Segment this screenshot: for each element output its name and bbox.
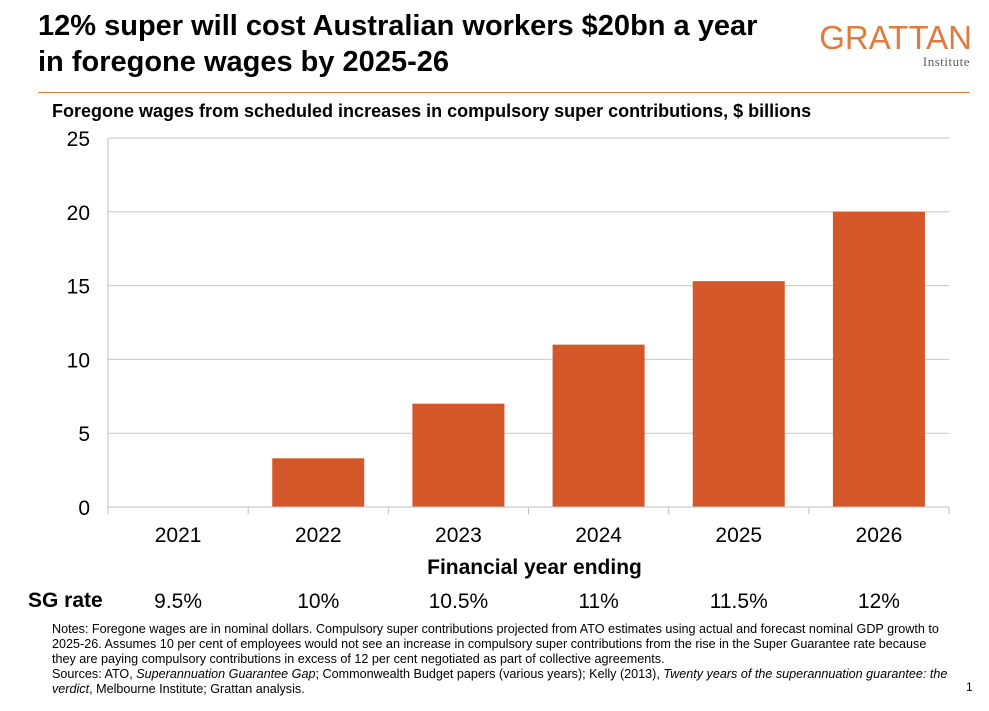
- bar: [412, 403, 505, 507]
- grattan-logo: GRATTAN Institute: [802, 20, 972, 70]
- bar: [832, 211, 925, 508]
- sg-rate-label: SG rate: [28, 589, 103, 612]
- x-tick-label: 2021: [155, 524, 202, 547]
- x-axis-title: Financial year ending: [427, 556, 642, 579]
- sg-rate-value: 9.5%: [154, 590, 203, 613]
- y-tick-label: 10: [67, 349, 90, 372]
- x-tick-label: 2025: [715, 524, 762, 547]
- sg-rate-value: 11%: [578, 590, 619, 613]
- sg-rate-value: 12%: [857, 590, 900, 613]
- x-tick-label: 2026: [856, 524, 903, 547]
- source-title-sg-gap: Superannuation Guarantee Gap: [136, 667, 316, 681]
- logo-wordmark: GRATTAN: [819, 19, 972, 56]
- sg-rate-value: 10%: [297, 590, 340, 613]
- sources-prefix: Sources: ATO,: [52, 667, 137, 681]
- y-tick-label: 0: [78, 497, 90, 520]
- x-tick-label: 2024: [575, 524, 622, 547]
- y-tick-label: 5: [78, 423, 90, 446]
- logo-subtext: Institute: [922, 54, 970, 69]
- bar: [552, 344, 645, 507]
- page-title: 12% super will cost Australian workers $…: [38, 10, 758, 78]
- y-tick-label: 15: [67, 276, 90, 299]
- x-tick-label: 2022: [295, 524, 342, 547]
- x-tick-label: 2023: [435, 524, 482, 547]
- sg-rate-value: 10.5%: [428, 590, 489, 613]
- sources-suffix: , Melbourne Institute; Grattan analysis.: [89, 682, 305, 696]
- notes-block: Notes: Foregone wages are in nominal dol…: [52, 622, 952, 697]
- sources-text: Sources: ATO, Superannuation Guarantee G…: [52, 667, 952, 697]
- notes-text: Notes: Foregone wages are in nominal dol…: [52, 622, 939, 666]
- page-number: 1: [966, 680, 973, 694]
- y-tick-label: 25: [67, 128, 90, 151]
- bar: [692, 281, 785, 507]
- title-divider: [38, 92, 970, 93]
- sg-rate-value: 11.5%: [709, 590, 768, 613]
- bar: [272, 458, 365, 507]
- chart-subtitle: Foregone wages from scheduled increases …: [52, 101, 812, 121]
- source-title-kelly: Twenty years of the superannuation guara…: [52, 667, 948, 696]
- sources-mid: ; Commonwealth Budget papers (various ye…: [315, 667, 664, 681]
- y-tick-label: 20: [67, 202, 90, 225]
